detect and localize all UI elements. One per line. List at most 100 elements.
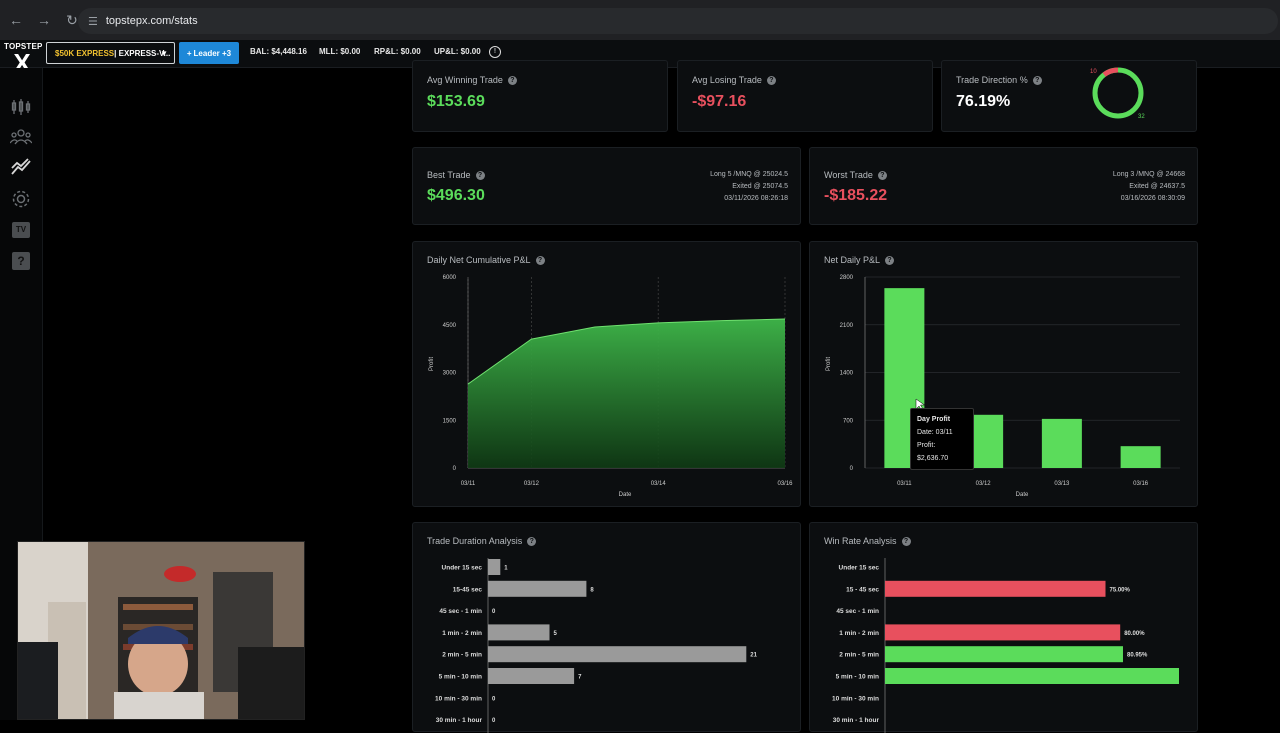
x-tick-label: 03/13 <box>1054 481 1070 487</box>
forward-icon[interactable]: → <box>37 12 51 28</box>
site-info-icon[interactable]: ☰ <box>88 15 98 28</box>
cumulative-chart[interactable]: Profit Date 6000 4500 3000 1500 0 03/11 03/12 0… <box>413 242 802 508</box>
avg-losing-label: Avg Losing Trade <box>692 75 762 85</box>
cumulative-label: Daily Net Cumulative P&L <box>427 255 531 265</box>
account-highlight: $50K EXPRESS <box>55 48 115 58</box>
bar-value-label: 21 <box>750 653 757 659</box>
net-daily-bar[interactable] <box>1041 418 1082 468</box>
category-label: Under 15 sec <box>442 565 483 572</box>
net-daily-label: Net Daily P&L <box>824 255 881 265</box>
duration-bar[interactable] <box>488 624 550 641</box>
help-circle-icon[interactable]: ? <box>527 536 537 546</box>
win-rate-card: Win Rate Analysis? Under 15 sec 15 - 45 s… <box>809 522 1199 733</box>
y-tick-label: 1400 <box>840 371 854 377</box>
cumulative-pnl-card: Daily Net Cumulative P&L? Profit Date 60… <box>412 241 801 507</box>
help-circle-icon[interactable]: ? <box>535 255 545 265</box>
y-tick-label: 6000 <box>443 275 457 281</box>
y-tick-label: 0 <box>850 466 854 472</box>
category-label: 5 min - 10 min <box>439 674 482 681</box>
worst-trade-entry: Long 3 /MNQ @ 24668 <box>1112 171 1185 178</box>
x-tick-label: 03/11 <box>461 481 476 487</box>
leader-button[interactable]: + Leader +3 <box>179 42 239 64</box>
users-icon[interactable] <box>10 126 32 148</box>
y-tick-label: 2100 <box>840 323 854 329</box>
address-bar[interactable]: ☰ topstepx.com/stats <box>78 8 1278 34</box>
help-circle-icon[interactable]: ? <box>766 75 776 85</box>
user-plus-icon: + <box>186 48 192 58</box>
help-circle-icon[interactable]: ? <box>901 536 911 546</box>
candlestick-chart-icon[interactable] <box>10 96 32 118</box>
duration-bar[interactable] <box>488 668 575 684</box>
y-tick-label: 1500 <box>443 418 457 424</box>
long-count: 32 <box>1138 114 1145 120</box>
short-arc <box>1102 67 1119 77</box>
tv-icon[interactable]: TV <box>10 219 32 241</box>
help-circle-icon[interactable]: ? <box>475 170 485 180</box>
help-circle-icon[interactable]: ? <box>885 255 895 265</box>
bar-value-label: 0 <box>492 696 496 702</box>
account-selector[interactable]: $50K EXPRESS | EXPRESS-V... ▼ <box>46 42 175 64</box>
duration-bar[interactable] <box>488 559 501 575</box>
help-circle-icon[interactable]: ? <box>507 75 517 85</box>
chevron-down-icon: ▼ <box>160 49 168 58</box>
account-name: | EXPRESS-V... <box>114 48 171 58</box>
worst-trade-label: Worst Trade <box>824 170 873 180</box>
leader-label: Leader +3 <box>193 48 232 58</box>
help-label: ? <box>12 252 30 270</box>
duration-bar[interactable] <box>488 646 747 663</box>
help-icon[interactable]: ? <box>10 250 32 272</box>
rpl-stat: RP&L: $0.00 <box>374 47 421 56</box>
long-arc <box>1092 67 1144 119</box>
trade-direction-card: Trade Direction %? 76.19% 10 32 <box>941 60 1197 132</box>
reload-icon[interactable]: ↻ <box>66 11 78 28</box>
info-icon[interactable]: ! <box>489 46 501 58</box>
bar-value-label: 80.95% <box>1127 653 1148 659</box>
x-tick-label: 03/12 <box>976 481 992 487</box>
y-tick-label: 2800 <box>840 275 854 281</box>
duration-bar[interactable] <box>885 580 1106 597</box>
duration-bar[interactable] <box>885 668 1179 684</box>
gear-icon[interactable] <box>10 188 32 210</box>
category-label: 10 min - 30 min <box>832 695 879 702</box>
balance-stat: BAL: $4,448.16 <box>250 47 307 56</box>
x-tick-label: 03/14 <box>651 481 667 487</box>
x-tick-label: 03/11 <box>897 481 912 487</box>
trade-duration-card: Trade Duration Analysis? Under 15 sec 1 15… <box>412 522 802 733</box>
tooltip-profit: Profit: $2,636.70 <box>917 442 949 462</box>
url-text: topstepx.com/stats <box>105 15 198 27</box>
best-trade-card: Best Trade? $496.30 Long 5 /MNQ @ 25024.… <box>412 147 801 225</box>
duration-bar[interactable] <box>885 624 1121 641</box>
tv-label: TV <box>12 222 30 238</box>
x-tick-label: 03/16 <box>1133 481 1149 487</box>
help-circle-icon[interactable]: ? <box>877 170 887 180</box>
duration-bar[interactable] <box>885 646 1123 663</box>
worst-trade-card: Worst Trade? -$185.22 Long 3 /MNQ @ 2466… <box>809 147 1198 225</box>
worst-trade-time: 03/16/2026 08:30:09 <box>1120 195 1185 202</box>
help-circle-icon[interactable]: ? <box>1032 75 1042 85</box>
stats-trend-icon[interactable] <box>10 156 32 178</box>
back-icon[interactable]: ← <box>9 12 23 28</box>
category-label: 2 min - 5 min <box>442 652 482 659</box>
category-label: 45 sec - 1 min <box>836 608 879 615</box>
browser-toolbar: ← → ↻ ☰ topstepx.com/stats <box>0 0 1280 40</box>
bar-value-label: 8 <box>590 587 594 593</box>
net-daily-bar[interactable] <box>1120 446 1161 468</box>
duration-chart[interactable]: Under 15 sec 1 15-45 sec 8 45 sec - 1 min 0 1 … <box>413 523 802 733</box>
worst-trade-value: -$185.22 <box>824 187 888 204</box>
winrate-chart[interactable]: Under 15 sec 15 - 45 sec 75.00% 45 sec - 1 … <box>810 523 1199 733</box>
duration-label: Trade Duration Analysis <box>427 536 523 546</box>
best-trade-label: Best Trade <box>427 170 471 180</box>
net-daily-chart[interactable]: Profit Date 2800 2100 1400 700 0 03/11 03/12 03… <box>810 242 1199 508</box>
bar-value-label: 5 <box>554 631 558 637</box>
trade-direction-value: 76.19% <box>956 93 1011 110</box>
direction-donut: 10 32 <box>1090 67 1145 120</box>
avg-winning-value: $153.69 <box>427 93 485 110</box>
duration-bar[interactable] <box>488 580 587 597</box>
cumulative-area <box>468 319 785 468</box>
category-label: 10 min - 30 min <box>435 695 482 702</box>
category-label: 30 min - 1 hour <box>436 717 483 724</box>
worst-trade-exit: Exited @ 24637.5 <box>1129 183 1185 190</box>
avg-winning-trade-card: Avg Winning Trade? $153.69 <box>412 60 668 132</box>
best-trade-exit: Exited @ 25074.5 <box>732 183 788 190</box>
category-label: Under 15 sec <box>839 565 880 572</box>
